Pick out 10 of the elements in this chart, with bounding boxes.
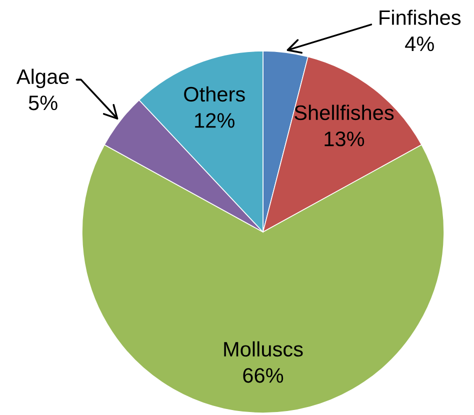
data-label: 5% bbox=[28, 96, 58, 110]
data-label: 66% bbox=[243, 368, 284, 383]
slice-label: Others bbox=[184, 86, 245, 102]
slice-label: Finfishes bbox=[380, 10, 461, 25]
slice-label: Algae bbox=[16, 68, 69, 88]
slice-label: Molluscs bbox=[224, 341, 303, 357]
data-label: 13% bbox=[324, 132, 364, 146]
slice-label: Shellfishes bbox=[294, 104, 394, 120]
data-label: 4% bbox=[405, 36, 434, 52]
data-label: 12% bbox=[195, 113, 234, 128]
